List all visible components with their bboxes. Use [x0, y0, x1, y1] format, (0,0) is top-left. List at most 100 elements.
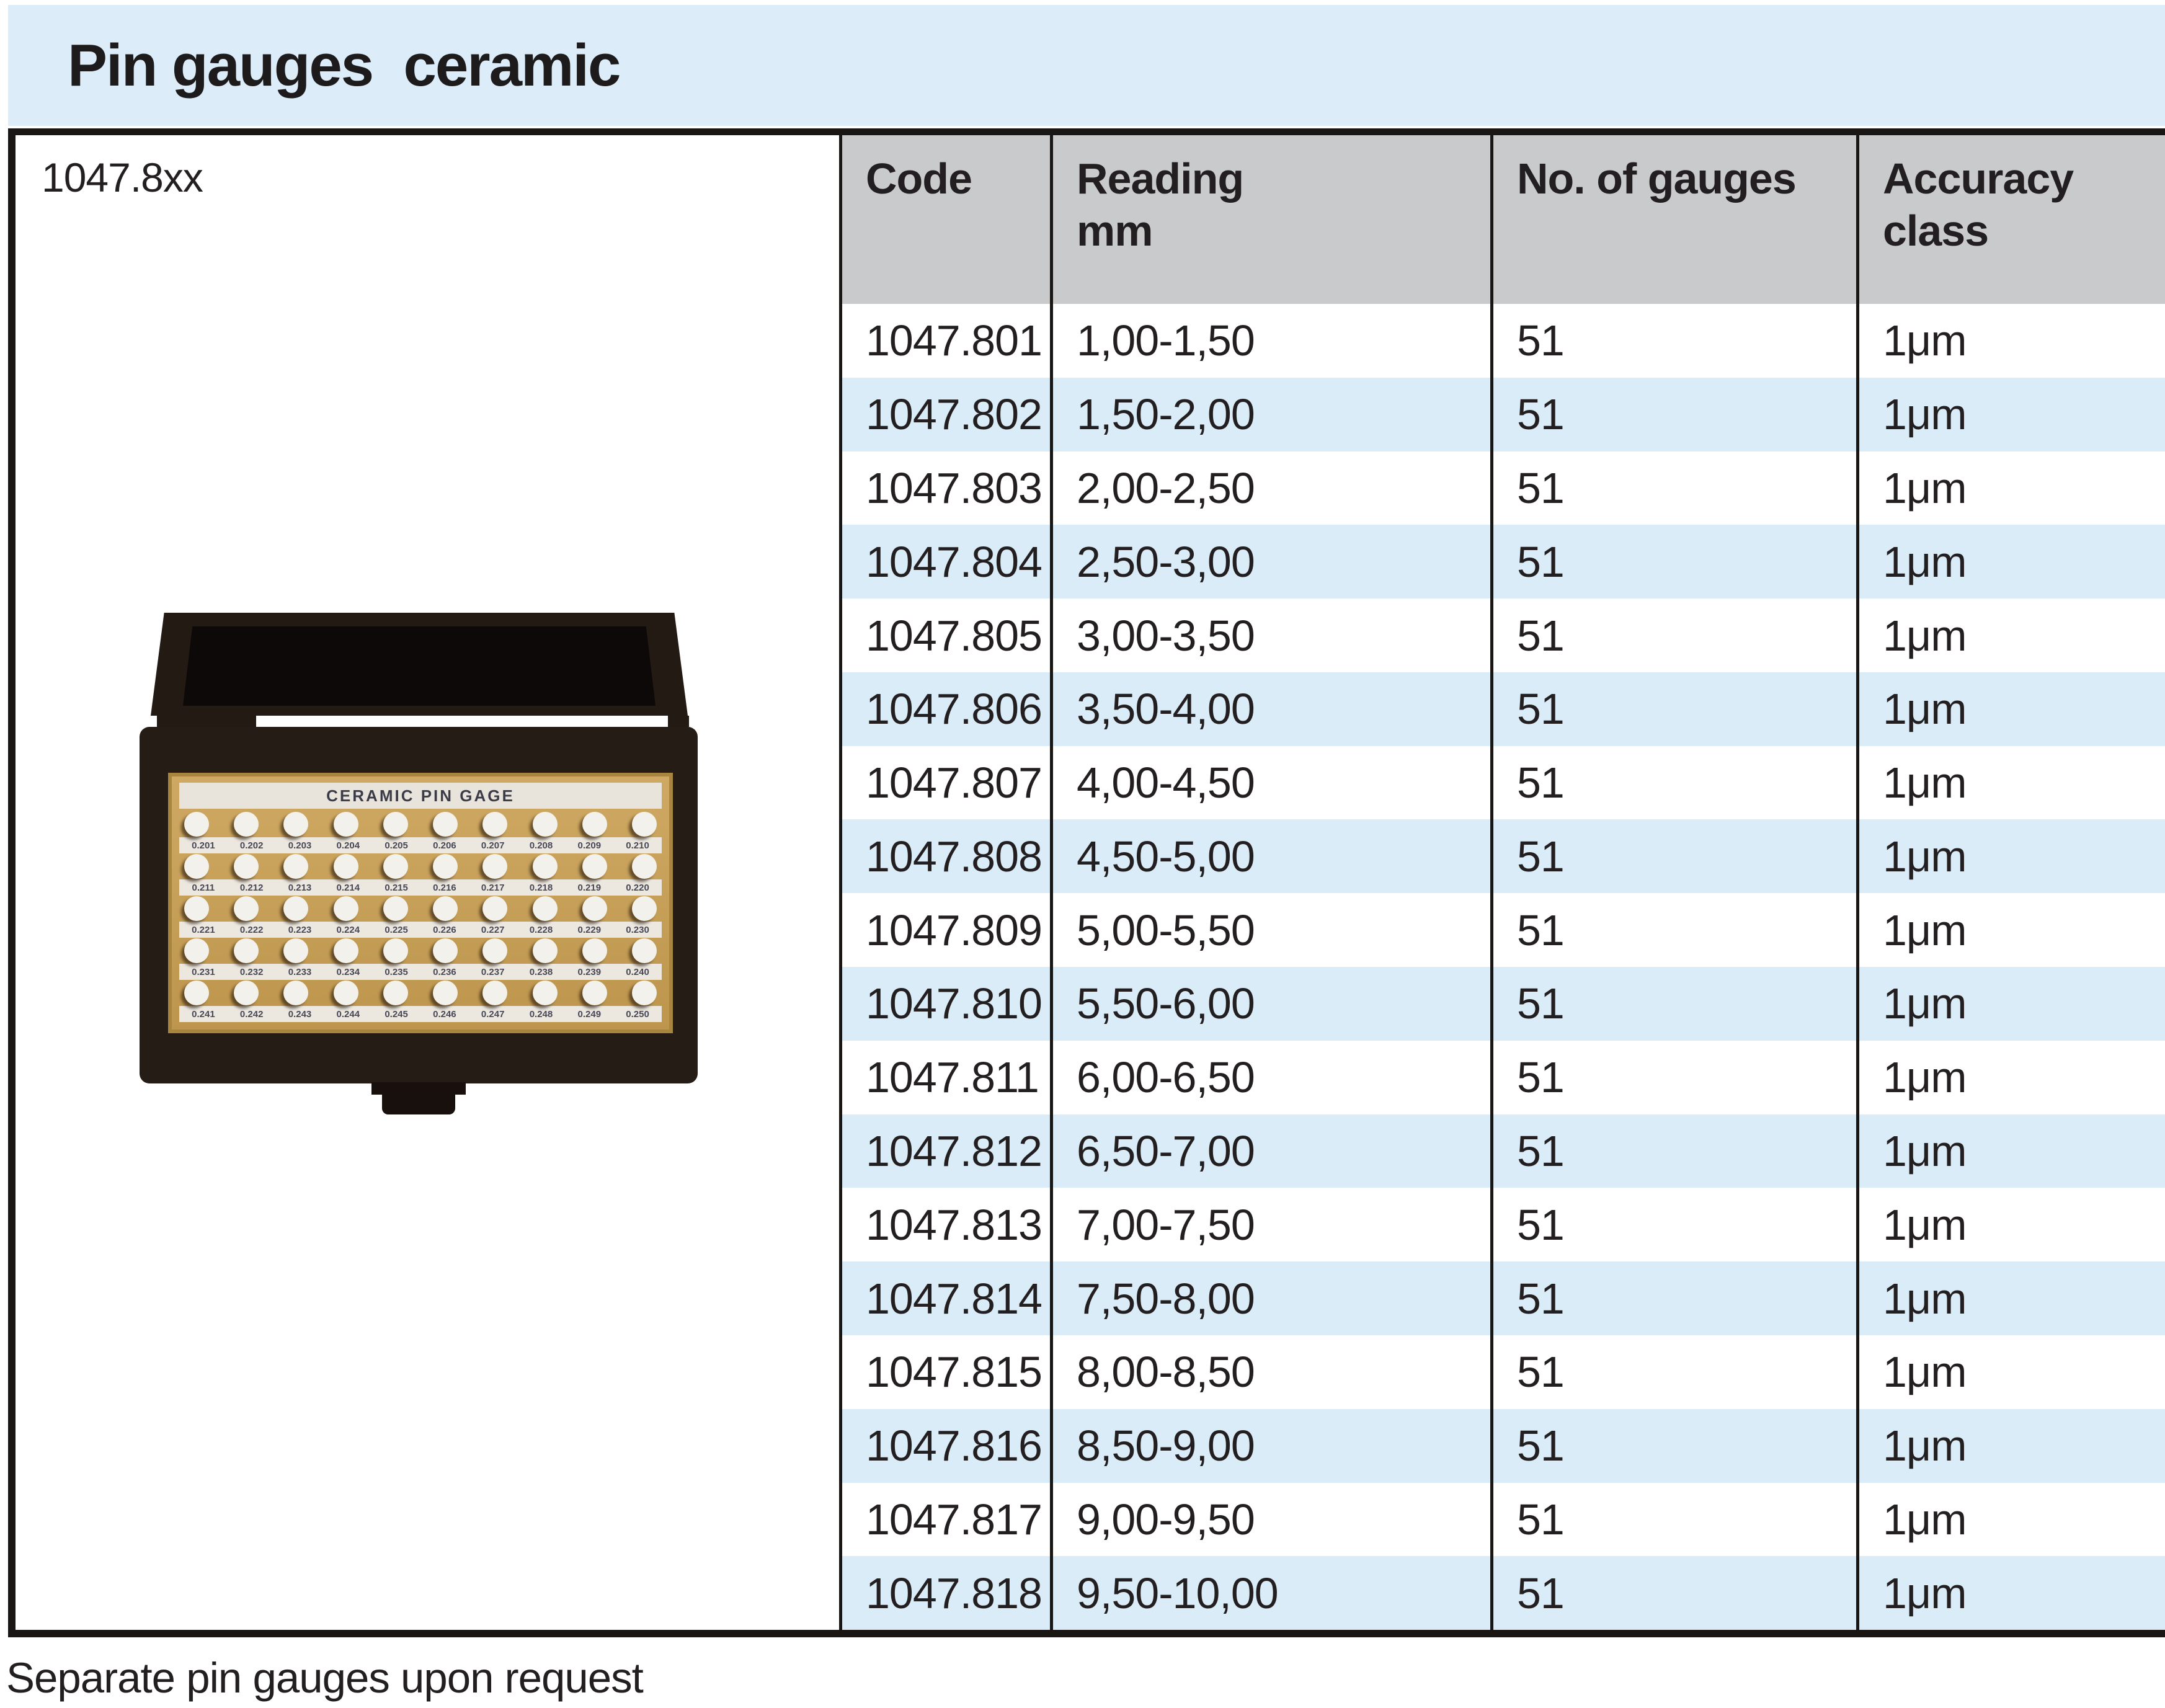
product-image-cell: 1047.8xx CERAMIC PIN GAGE 0.201 0.202 0.20…	[16, 135, 839, 1630]
pin-dot-strip	[179, 811, 662, 837]
table-row: 1047.809 5,00-5,50 51 1μm	[842, 893, 2165, 967]
pin	[582, 981, 607, 1005]
table-row: 1047.815 8,00-8,50 51 1μm	[842, 1335, 2165, 1409]
pin-label: 0.245	[385, 1008, 408, 1020]
gauges-cell: 51	[1490, 1040, 1856, 1114]
reading-cell: 3,50-4,00	[1050, 672, 1490, 746]
pin-label: 0.212	[239, 882, 264, 893]
pin	[383, 896, 408, 921]
pin	[333, 981, 358, 1005]
hinge-tab	[668, 716, 689, 727]
header-cell-accuracy: Accuracy class	[1856, 135, 2165, 304]
product-photo: CERAMIC PIN GAGE 0.201 0.202 0.203 0.204 0.2…	[140, 613, 698, 1118]
accuracy-cell: 1μm	[1856, 1188, 2165, 1262]
table-row: 1047.808 4,50-5,00 51 1μm	[842, 819, 2165, 894]
pin-label: 0.224	[336, 924, 360, 935]
code-cell: 1047.805	[866, 611, 1042, 660]
reading-cell: 7,00-7,50	[1050, 1188, 1490, 1262]
pin-label-strip: 0.211 0.212 0.213 0.214 0.215 0.216 0.217 0.218…	[179, 879, 662, 896]
code-cell: 1047.801	[866, 316, 1042, 365]
pin-label: 0.249	[577, 1008, 602, 1020]
pin-label: 0.230	[626, 924, 649, 935]
pin-label: 0.216	[433, 882, 456, 893]
pin	[582, 854, 607, 879]
pin-label: 0.223	[288, 924, 312, 935]
accuracy-cell: 1μm	[1856, 377, 2165, 451]
pin	[532, 896, 558, 921]
code-cell: 1047.818	[866, 1568, 1042, 1617]
gauges-cell: 51	[1490, 1556, 1856, 1630]
pin-dot-strip	[179, 980, 662, 1006]
code-cell: 1047.816	[866, 1421, 1042, 1470]
gauges-cell: 51	[1490, 1261, 1856, 1335]
pin-label: 0.237	[481, 966, 505, 977]
accuracy-cell: 1μm	[1856, 525, 2165, 599]
case-lid-recess	[183, 626, 656, 706]
pin-label: 0.226	[433, 924, 456, 935]
pin-label: 0.250	[626, 1008, 649, 1020]
gauges-cell: 51	[1490, 1408, 1856, 1483]
code-cell: 1047.803	[866, 463, 1042, 512]
gauges-cell: 51	[1490, 525, 1856, 599]
table-row: 1047.806 3,50-4,00 51 1μm	[842, 672, 2165, 746]
reading-cell: 7,50-8,00	[1050, 1261, 1490, 1335]
code-cell: 1047.814	[866, 1274, 1042, 1323]
header-cell-reading: Reading mm	[1050, 135, 1490, 304]
gauges-cell: 51	[1490, 672, 1856, 746]
accuracy-cell: 1μm	[1856, 967, 2165, 1041]
pin-label: 0.231	[192, 966, 215, 977]
pin	[433, 854, 458, 879]
footer-note: Separate pin gauges upon request	[6, 1654, 644, 1702]
pin	[631, 938, 657, 963]
code-cell: 1047.808	[866, 832, 1042, 881]
code-cell: 1047.809	[866, 905, 1042, 954]
table-row: 1047.807 4,00-4,50 51 1μm	[842, 745, 2165, 820]
pin	[482, 812, 508, 837]
pin-label: 0.221	[192, 924, 215, 935]
pin	[482, 938, 508, 963]
accuracy-cell: 1μm	[1856, 1482, 2165, 1557]
pin-label: 0.236	[433, 966, 456, 977]
reading-cell: 2,00-2,50	[1050, 451, 1490, 525]
pin-label: 0.201	[192, 840, 215, 851]
code-cell: 1047.815	[866, 1348, 1042, 1397]
code-cell: 1047.804	[866, 537, 1042, 586]
hinge-tab	[157, 716, 256, 727]
pin	[383, 854, 408, 879]
accuracy-cell: 1μm	[1856, 819, 2165, 894]
pin	[532, 981, 558, 1005]
pin-row: 0.221 0.222 0.223 0.224 0.225 0.226 0.227 0.228…	[179, 896, 662, 938]
pin	[582, 938, 607, 963]
gauges-cell: 51	[1490, 451, 1856, 525]
pin-label: 0.207	[481, 840, 505, 851]
pin-label-strip: 0.241 0.242 0.243 0.244 0.245 0.246 0.247 0.248…	[179, 1006, 662, 1022]
code-cell: 1047.813	[866, 1200, 1042, 1249]
reading-cell: 8,00-8,50	[1050, 1335, 1490, 1409]
pin-row: 0.211 0.212 0.213 0.214 0.215 0.216 0.217 0.218…	[179, 853, 662, 896]
pin	[333, 896, 358, 921]
pin	[383, 981, 408, 1005]
pin-label: 0.247	[481, 1008, 505, 1020]
accuracy-cell: 1μm	[1856, 451, 2165, 525]
pin	[482, 896, 508, 921]
reading-cell: 1,50-2,00	[1050, 377, 1490, 451]
accuracy-cell: 1μm	[1856, 304, 2165, 378]
gauges-cell: 51	[1490, 745, 1856, 820]
product-table: 1047.8xx CERAMIC PIN GAGE 0.201 0.202 0.20…	[8, 128, 2165, 1637]
table-header-row: Code Reading mm No. of gauges Accuracy c…	[842, 135, 2165, 304]
pin	[283, 938, 309, 963]
pin	[383, 812, 408, 837]
accuracy-cell: 1μm	[1856, 1040, 2165, 1114]
reading-cell: 9,00-9,50	[1050, 1482, 1490, 1557]
table-row: 1047.803 2,00-2,50 51 1μm	[842, 451, 2165, 525]
gauges-cell: 51	[1490, 1114, 1856, 1188]
pin-label: 0.209	[577, 840, 602, 851]
reading-cell: 6,00-6,50	[1050, 1040, 1490, 1114]
pin-label: 0.246	[433, 1008, 456, 1020]
table-row: 1047.804 2,50-3,00 51 1μm	[842, 525, 2165, 599]
pin-row: 0.231 0.232 0.233 0.234 0.235 0.236 0.237 0.238…	[179, 938, 662, 980]
table-row: 1047.802 1,50-2,00 51 1μm	[842, 377, 2165, 451]
code-cell: 1047.806	[866, 685, 1042, 734]
table-row: 1047.811 6,00-6,50 51 1μm	[842, 1040, 2165, 1114]
